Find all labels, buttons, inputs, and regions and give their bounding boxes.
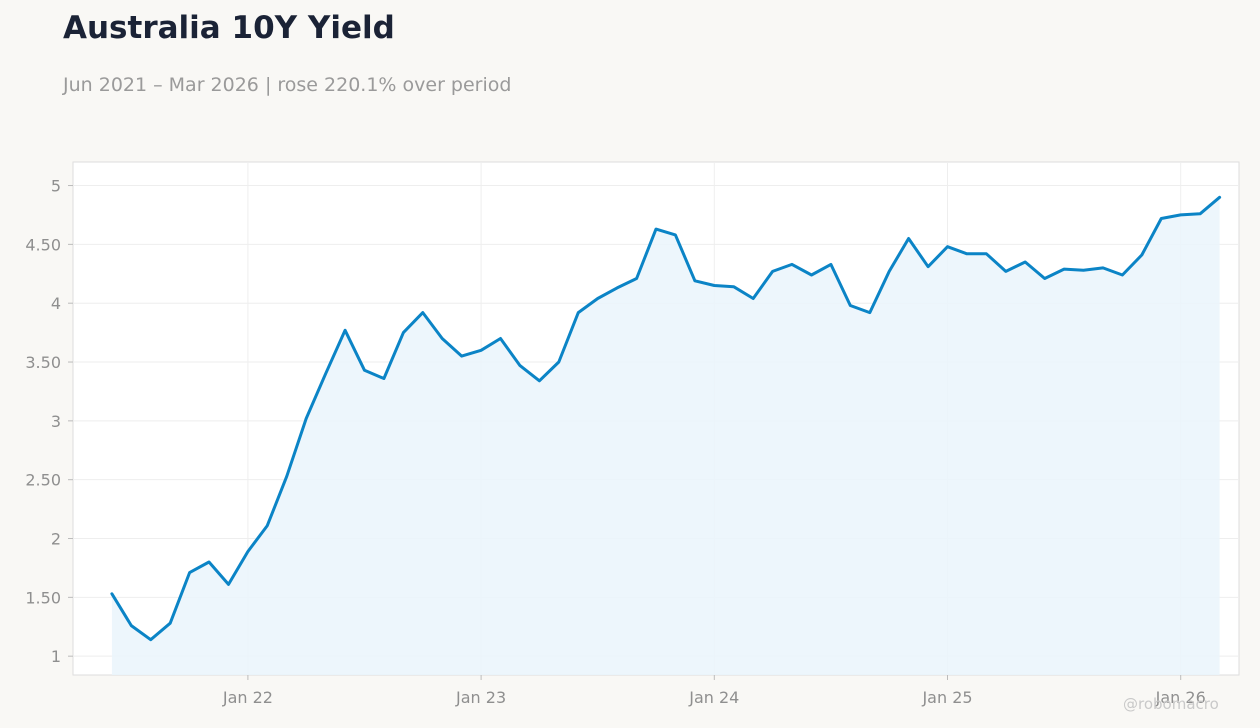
x-tick-label: Jan 25: [921, 688, 972, 707]
y-tick-label: 5: [51, 177, 61, 196]
yield-series-line: [110, 195, 1222, 642]
chart-title: Australia 10Y Yield: [63, 10, 395, 46]
x-tick-label: Jan 22: [222, 688, 273, 707]
y-tick-label: 4.50: [25, 235, 61, 254]
y-axis-ticks: 1 1.50 2 2.50 3 3.50 4 4.50 5: [25, 177, 73, 666]
yield-area-fill: [111, 197, 1220, 676]
y-tick-label: 3: [51, 412, 61, 431]
watermark: @robomacro: [1123, 695, 1219, 713]
y-tick-label: 2.50: [25, 471, 61, 490]
chart-subtitle: Jun 2021 – Mar 2026 | rose 220.1% over p…: [63, 74, 512, 96]
y-tick-label: 1.50: [25, 588, 61, 607]
x-axis-ticks: Jan 22 Jan 23 Jan 24 Jan 25 Jan 26: [222, 675, 1206, 707]
x-tick-label: Jan 26: [1155, 688, 1206, 707]
y-tick-label: 4: [51, 294, 61, 313]
y-tick-label: 2: [51, 530, 61, 549]
y-tick-label: 3.50: [25, 353, 61, 372]
x-tick-label: Jan 24: [688, 688, 739, 707]
x-tick-label: Jan 23: [455, 688, 506, 707]
y-tick-label: 1: [51, 647, 61, 666]
